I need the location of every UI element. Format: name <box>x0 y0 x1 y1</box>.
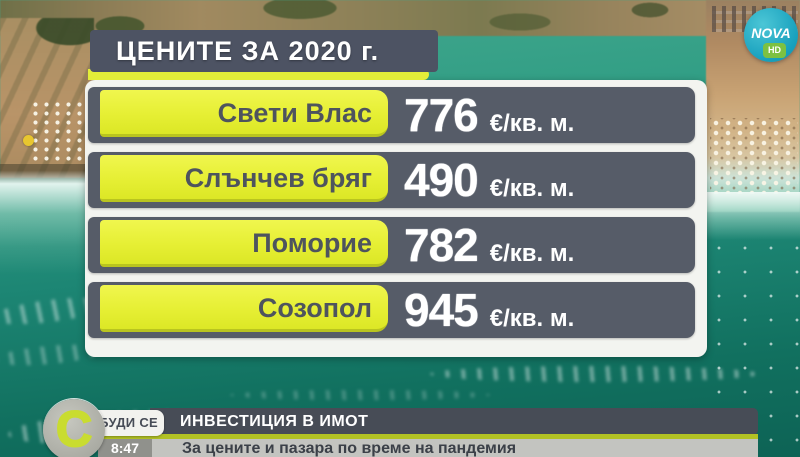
background-surf-foam-right <box>706 192 800 240</box>
price-unit: €/кв. м. <box>489 305 575 332</box>
price-row: Поморие 782 €/кв. м. <box>88 217 695 273</box>
price-row: Созопол 945 €/кв. м. <box>88 282 695 338</box>
title-accent-underline <box>88 69 429 80</box>
price-value: 782 <box>404 219 479 271</box>
ticker-headline: За цените и пазара по време на пандемия <box>152 439 758 457</box>
lower-third-accent-line <box>60 434 758 439</box>
price-value: 945 <box>404 284 479 336</box>
infographic-title: ЦЕНИТЕ ЗА 2020 г. <box>90 30 438 72</box>
clock: 8:47 <box>98 439 152 457</box>
price-unit: €/кв. м. <box>489 110 575 137</box>
price-cell: 490 €/кв. м. <box>404 152 574 208</box>
city-label: Слънчев бряг <box>100 155 388 202</box>
background-yellow-umbrella <box>23 135 34 146</box>
nova-channel-logo: NOVA HD <box>744 8 798 62</box>
price-unit: €/кв. м. <box>489 175 575 202</box>
city-label: Созопол <box>100 285 388 332</box>
price-row: Слънчев бряг 490 €/кв. м. <box>88 152 695 208</box>
lower-third-topic: ИНВЕСТИЦИЯ В ИМОТ <box>150 408 758 435</box>
background-umbrella-grid-right <box>710 118 798 194</box>
price-cell: 776 €/кв. м. <box>404 87 574 143</box>
city-label: Свети Влас <box>100 90 388 137</box>
background-surf-foam-left <box>0 164 94 274</box>
price-row: Свети Влас 776 €/кв. м. <box>88 87 695 143</box>
nova-logo-text: NOVA <box>751 25 791 41</box>
sabudi-se-show-logo-icon: C <box>43 399 105 457</box>
hd-badge: HD <box>763 43 786 58</box>
price-unit: €/кв. м. <box>489 240 575 267</box>
background-umbrella-grid-left <box>30 100 90 162</box>
city-label: Поморие <box>100 220 388 267</box>
price-value: 490 <box>404 154 479 206</box>
background-wave <box>430 366 760 382</box>
price-cell: 782 €/кв. м. <box>404 217 574 273</box>
price-value: 776 <box>404 89 479 141</box>
price-cell: 945 €/кв. м. <box>404 282 574 338</box>
background-wave <box>230 390 490 400</box>
